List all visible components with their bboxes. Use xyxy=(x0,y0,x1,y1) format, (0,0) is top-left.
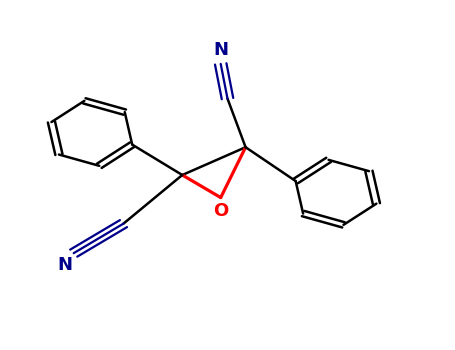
Text: N: N xyxy=(57,256,72,274)
Text: N: N xyxy=(213,41,228,59)
Text: O: O xyxy=(213,202,228,220)
